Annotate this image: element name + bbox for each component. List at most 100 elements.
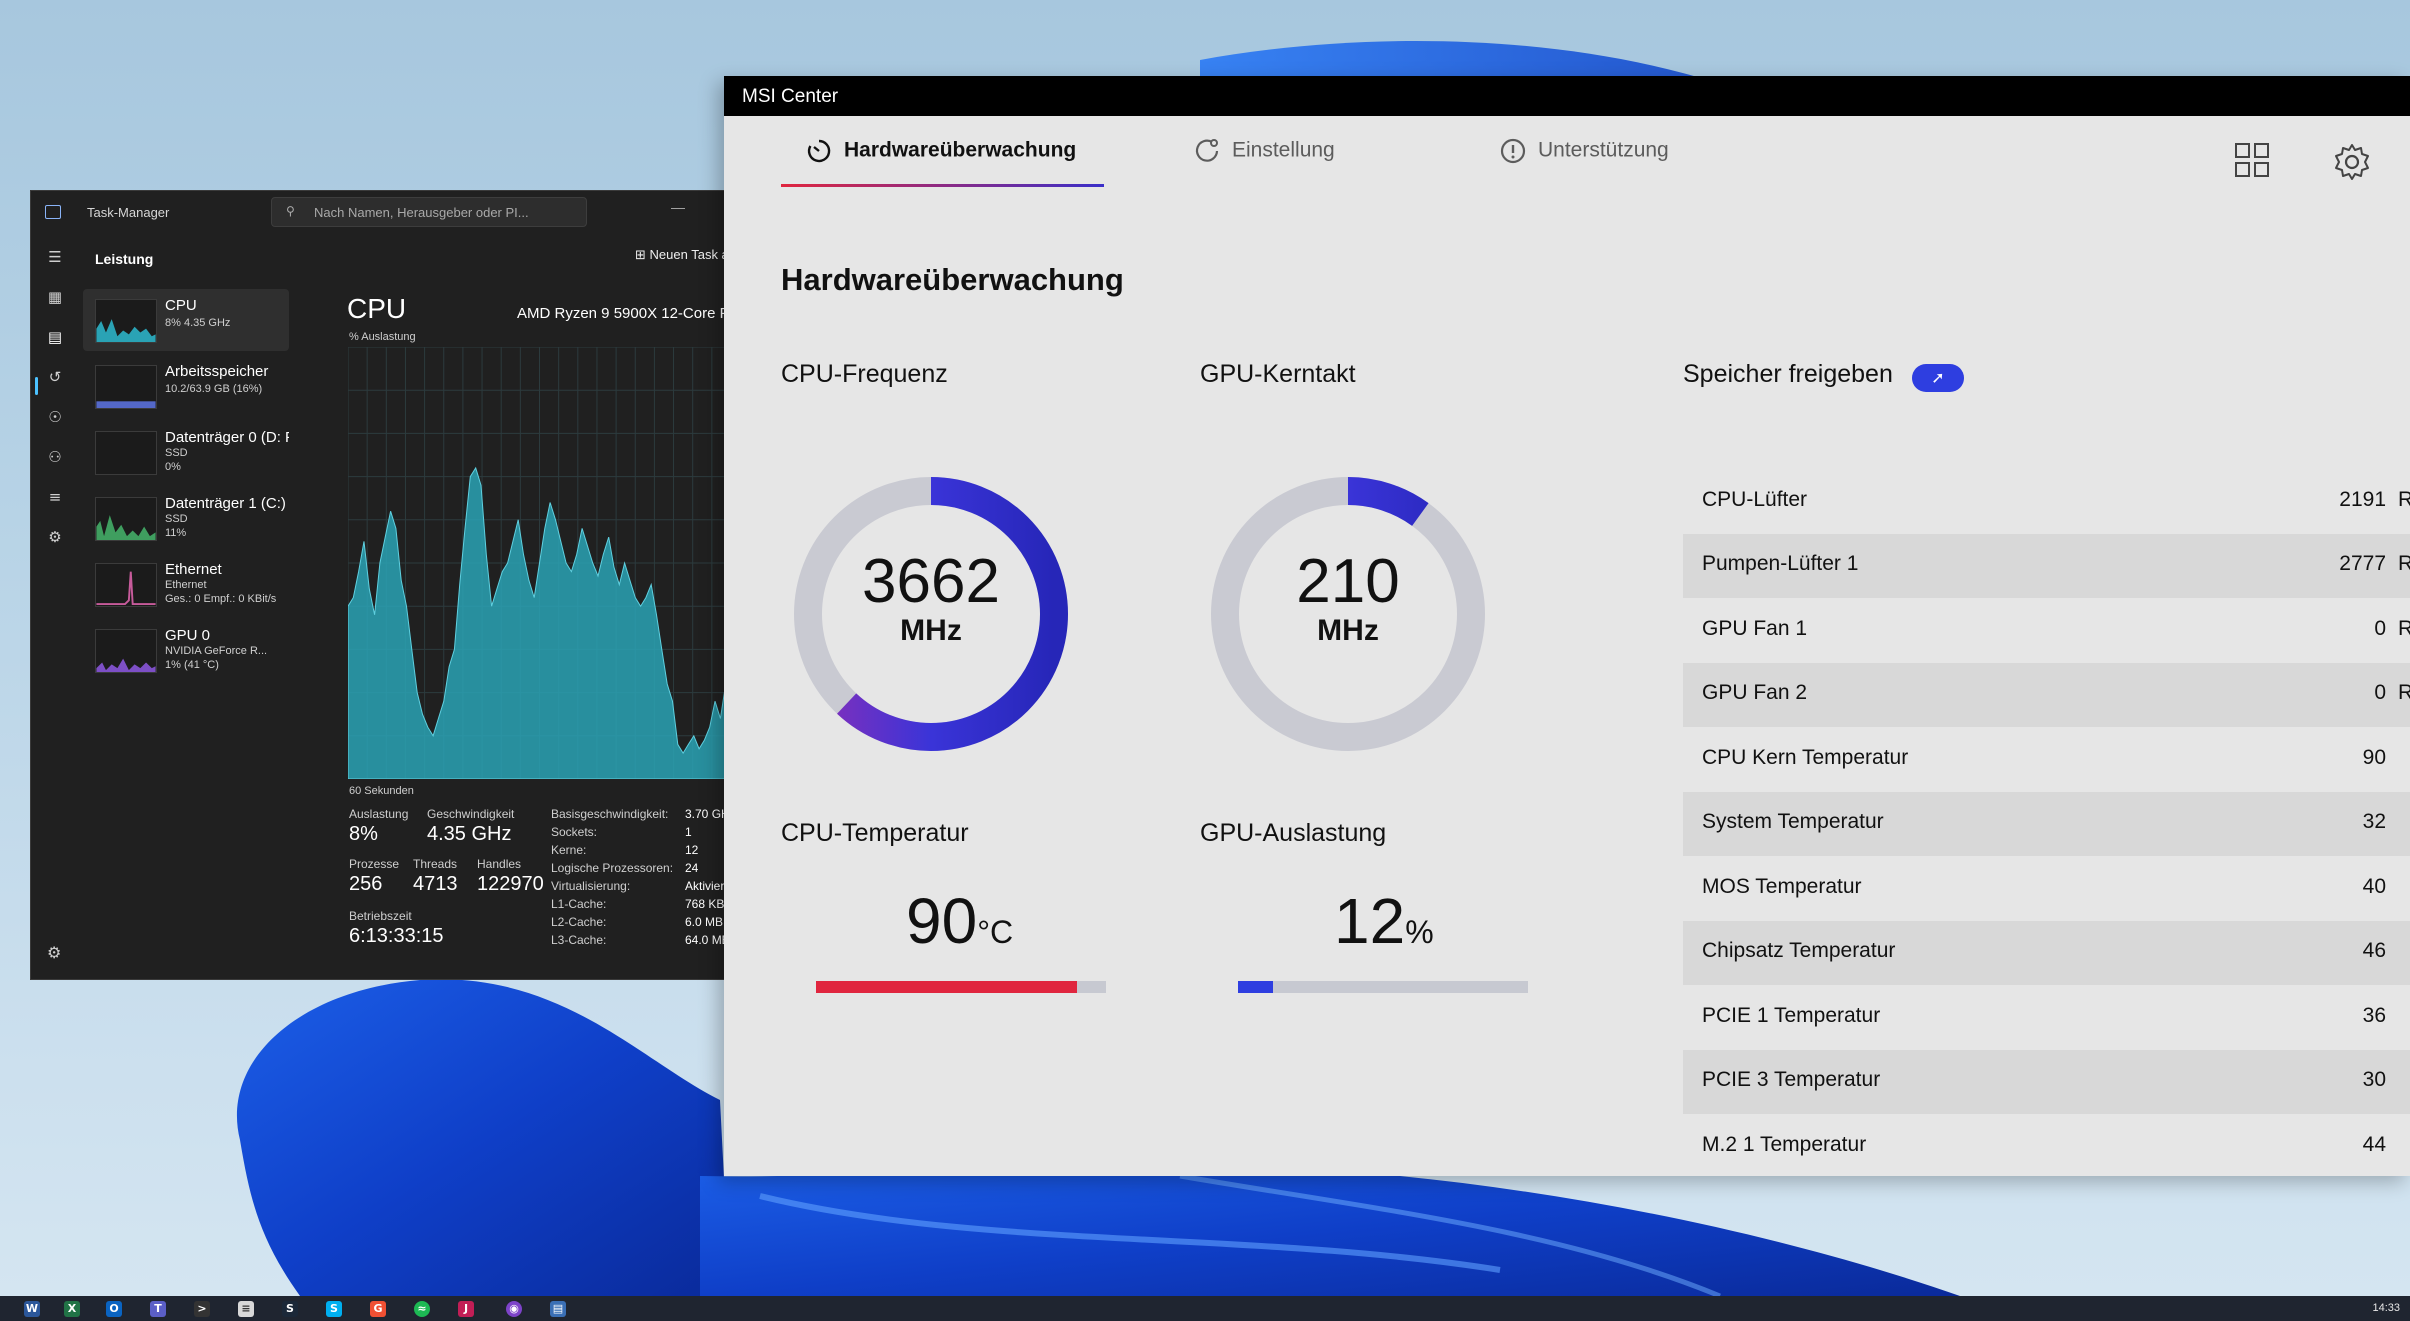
sensor-row: M.2 1 Temperatur 44 [1683,1115,2410,1176]
free-memory-button[interactable]: ➚ [1912,364,1964,392]
cpu-temperature-meter [816,981,1106,993]
services-icon[interactable]: ⚙ [48,528,62,546]
sensor-unit: R [2398,681,2410,704]
steam-icon[interactable]: S [282,1301,298,1317]
gpu-utilization-readout: 12% [1334,884,1434,958]
gpu-utilization-label: GPU-Auslastung [1200,819,1387,847]
tab-settings[interactable]: Einstellung [1194,138,1335,178]
stat-value-threads: 4713 [413,873,458,895]
processes-icon[interactable]: ▦ [47,288,63,306]
stat-label-handles: Handles [477,857,522,871]
active-tab-underline [781,184,1104,187]
stat-value-speed: 4.35 GHz [427,823,512,845]
spec-value: Aktiviert [685,879,728,893]
msi-titlebar[interactable]: MSI Center [724,76,2410,116]
outlook-icon[interactable]: O [106,1301,122,1317]
resource-item-disk-1[interactable]: Datenträger 1 (C:) SSD 11% [83,487,289,549]
app-history-icon[interactable]: ↺ [48,368,62,386]
gear-icon[interactable]: ⚙ [47,943,62,962]
excel-icon[interactable]: X [64,1301,80,1317]
cpu-model-name: AMD Ryzen 9 5900X 12-Core Pro [517,305,730,322]
stat-value-utilization: 8% [349,823,378,845]
gpu-utilization-value: 12 [1334,885,1406,957]
spec-key: Kerne: [551,843,587,857]
sensor-value: 90 [2362,746,2386,769]
cpu-frequency-unit: MHz [900,614,962,647]
cpu-temperature-unit: °C [977,914,1014,950]
terminal-icon[interactable]: > [194,1301,210,1317]
memory-thumbnail-graph [95,365,157,409]
skype-icon[interactable]: S [326,1301,342,1317]
tab-support[interactable]: Unterstützung [1500,138,1669,178]
cpu-thumbnail-graph [95,299,157,343]
sensor-value: 36 [2362,1004,2386,1027]
performance-icon[interactable]: ▤ [47,328,63,346]
sensor-value: 2777 [2339,552,2386,575]
search-icon: ⚲ [286,204,295,218]
msi-window-title: MSI Center [742,86,839,107]
monitor-gauge-icon [807,139,831,163]
notepad-icon[interactable]: ≡ [238,1301,254,1317]
task-manager-nav-rail: ☰ ▦ ▤ ↺ ☉ ⚇ ≡ ⚙ [31,235,79,979]
cpu-frequency-gauge [794,477,1068,751]
active-nav-indicator [35,377,38,395]
jetbrains-icon[interactable]: J [458,1301,474,1317]
spotify-icon[interactable]: ≈ [414,1301,430,1317]
run-new-task-label: Neuen Task ausführen [649,247,729,262]
resource-sub: 11% [165,527,187,539]
cpu-frequency-label: CPU-Frequenz [781,360,948,388]
sensor-name: CPU Kern Temperatur [1702,746,1909,769]
spec-value: 24 [685,861,699,875]
spec-value: 768 KB [685,897,725,911]
taskmanager-icon[interactable]: ▤ [550,1301,566,1317]
hamburger-menu-icon[interactable]: ☰ [48,248,62,266]
spec-key: Basisgeschwindigkeit: [551,807,669,821]
resource-sub: SSD [165,513,188,525]
spec-value: 3.70 GHz [685,807,729,821]
tab-hardware-monitoring[interactable]: Hardwareüberwachung [806,138,1076,178]
gpu-clock-gauge [1211,477,1485,751]
sensor-row: MOS Temperatur 40 [1683,857,2410,921]
resource-sub: NVIDIA GeForce R... [165,645,268,657]
teams-icon[interactable]: T [150,1301,166,1317]
word-icon[interactable]: W [24,1301,40,1317]
resource-item-disk-0[interactable]: Datenträger 0 (D: F SSD 0% [83,421,289,483]
sensor-unit: R [2398,488,2410,511]
sensor-name: M.2 1 Temperatur [1702,1133,1867,1156]
sensor-name: PCIE 3 Temperatur [1702,1068,1881,1091]
task-manager-title: Task-Manager [87,205,170,220]
cpu-frequency-value: 3662 [862,547,1000,616]
startup-apps-icon[interactable]: ☉ [48,408,62,426]
sensor-value: 46 [2362,939,2386,962]
resource-item-gpu[interactable]: GPU 0 NVIDIA GeForce R... 1% (41 °C) [83,619,289,681]
resource-item-ethernet[interactable]: Ethernet Ethernet Ges.: 0 Empf.: 0 KBit/… [83,553,289,615]
minimize-button[interactable]: — [671,199,685,215]
grid-view-icon[interactable] [2234,142,2270,178]
sensor-value: 0 [2374,681,2386,704]
resource-sub: 0% [165,461,181,473]
task-manager-titlebar[interactable]: Task-Manager ⚲ — [31,191,729,235]
users-icon[interactable]: ⚇ [48,448,62,466]
search-input[interactable] [314,202,574,222]
sensor-name: GPU Fan 1 [1702,617,1808,640]
stat-value-uptime: 6:13:33:15 [349,925,444,947]
resource-name: Datenträger 0 (D: F [165,429,289,446]
task-manager-search-box[interactable]: ⚲ [271,197,587,227]
gear-icon[interactable] [2332,142,2372,182]
resource-name: Arbeitsspeicher [165,363,269,380]
spec-key: Virtualisierung: [551,879,631,893]
time-window-label: 60 Sekunden [349,785,414,797]
details-icon[interactable]: ≡ [48,488,62,506]
browser-icon[interactable]: ◉ [506,1301,522,1317]
sensor-row: CPU Kern Temperatur 90 [1683,728,2410,792]
sensor-name: MOS Temperatur [1702,875,1862,898]
resource-item-cpu[interactable]: CPU 8% 4.35 GHz [83,289,289,351]
git-icon[interactable]: G [370,1301,386,1317]
resource-sub: SSD [165,447,188,459]
cpu-utilization-graph [348,347,729,779]
sensor-name: System Temperatur [1702,810,1884,833]
gpu-clock-unit: MHz [1317,614,1379,647]
resource-item-memory[interactable]: Arbeitsspeicher 10.2/63.9 GB (16%) [83,355,289,417]
run-new-task-button[interactable]: ⊞ Neuen Task ausführen [635,247,729,263]
section-title: Leistung [95,251,154,267]
